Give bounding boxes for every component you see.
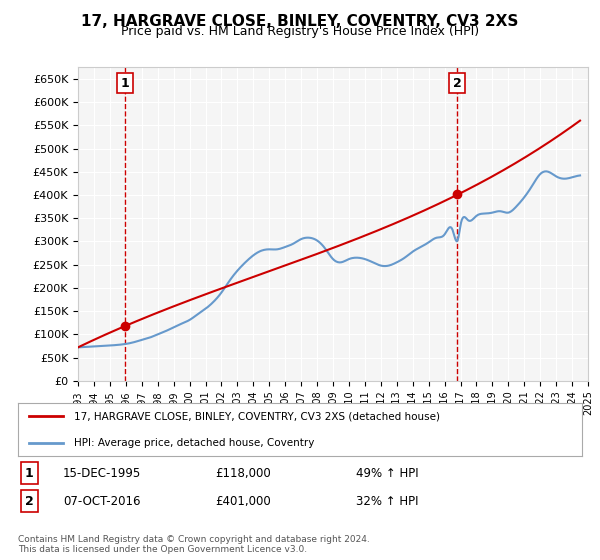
Text: 15-DEC-1995: 15-DEC-1995: [63, 466, 142, 480]
Text: 17, HARGRAVE CLOSE, BINLEY, COVENTRY, CV3 2XS (detached house): 17, HARGRAVE CLOSE, BINLEY, COVENTRY, CV…: [74, 412, 440, 422]
Text: HPI: Average price, detached house, Coventry: HPI: Average price, detached house, Cove…: [74, 438, 315, 448]
Text: 17, HARGRAVE CLOSE, BINLEY, COVENTRY, CV3 2XS: 17, HARGRAVE CLOSE, BINLEY, COVENTRY, CV…: [82, 14, 518, 29]
Text: 07-OCT-2016: 07-OCT-2016: [63, 494, 140, 508]
Text: 1: 1: [121, 77, 130, 90]
Text: 2: 2: [25, 494, 34, 508]
Text: 49% ↑ HPI: 49% ↑ HPI: [356, 466, 419, 480]
Text: £401,000: £401,000: [215, 494, 271, 508]
Text: Price paid vs. HM Land Registry's House Price Index (HPI): Price paid vs. HM Land Registry's House …: [121, 25, 479, 38]
Text: 2: 2: [453, 77, 461, 90]
Text: Contains HM Land Registry data © Crown copyright and database right 2024.
This d: Contains HM Land Registry data © Crown c…: [18, 535, 370, 554]
Text: 32% ↑ HPI: 32% ↑ HPI: [356, 494, 419, 508]
Text: £118,000: £118,000: [215, 466, 271, 480]
Text: 1: 1: [25, 466, 34, 480]
